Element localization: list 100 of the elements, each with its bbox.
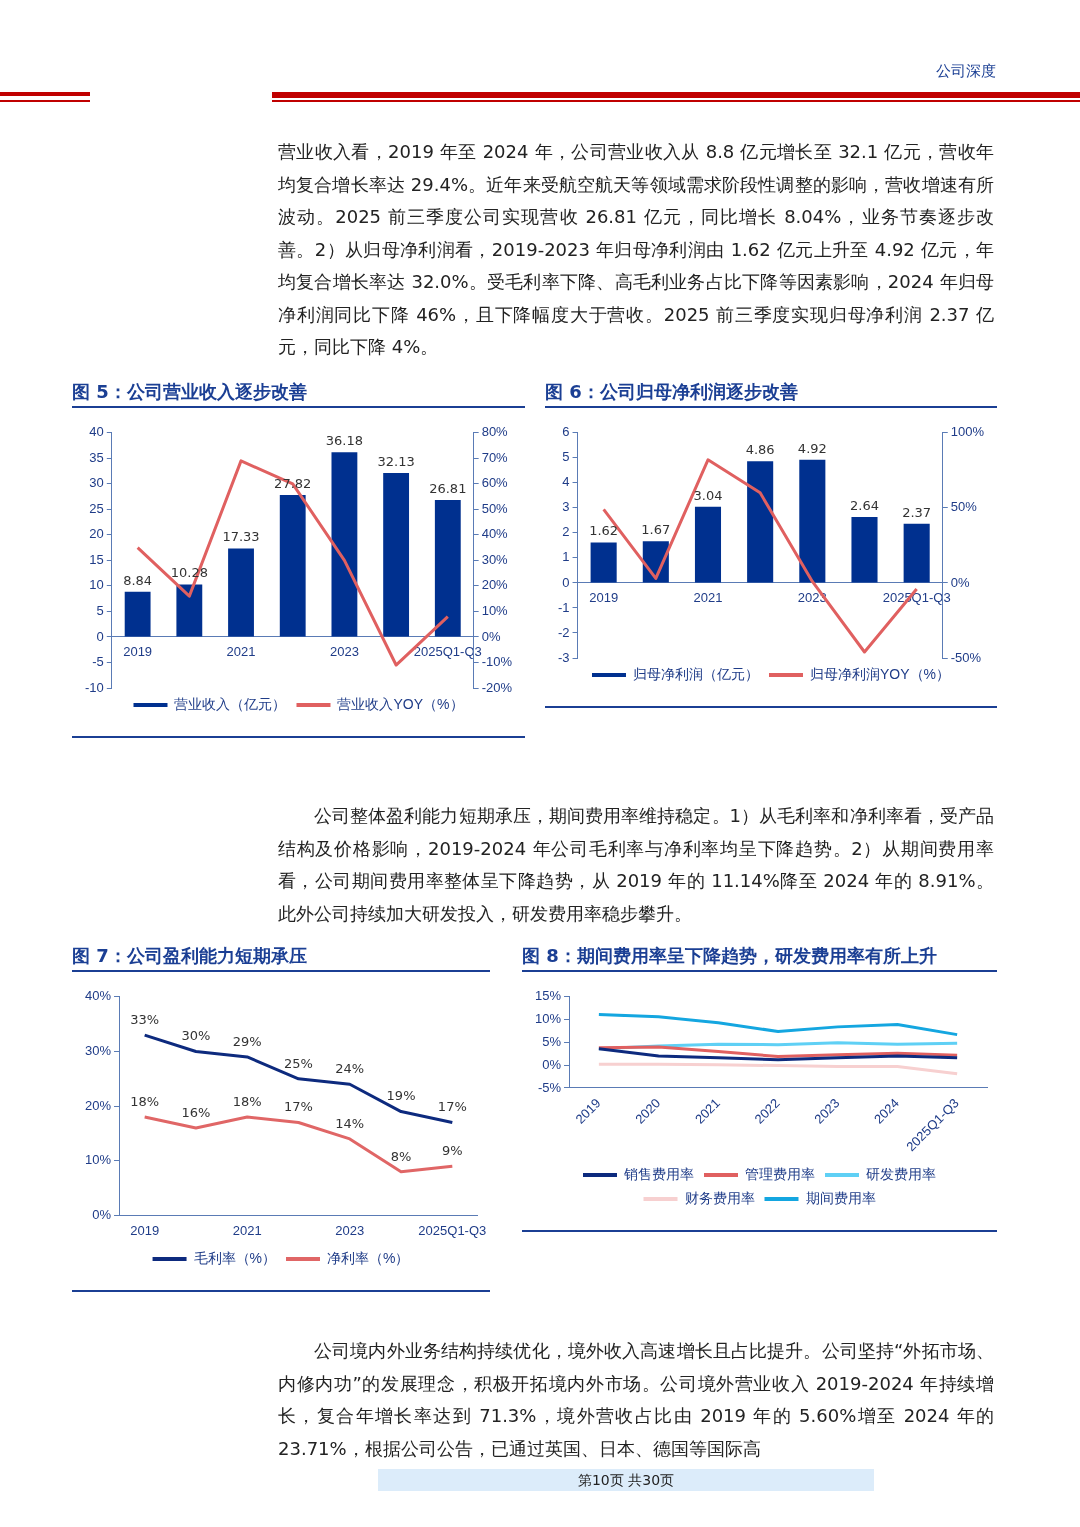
y-tick-label: 0 [96, 628, 104, 644]
y-tick-label: 40% [84, 988, 112, 1004]
y-tick-label: 40 [89, 424, 104, 440]
chart-title: 图 7：公司盈利能力短期承压 [72, 944, 490, 972]
y2-tick-label: -20% [481, 679, 513, 695]
legend-label: 毛利率（%） [193, 1249, 276, 1266]
y2-tick-label: 80% [481, 424, 509, 440]
data-label: 17% [284, 1099, 313, 1115]
y-tick-label: 2 [562, 524, 570, 540]
chart-title: 图 6：公司归母净利润逐步改善 [545, 380, 997, 408]
y-tick-label: 0 [562, 574, 570, 590]
y-tick-label: 30% [84, 1043, 112, 1059]
x-tick-label: 2019 [130, 1222, 160, 1238]
data-label: 4.86 [745, 442, 775, 458]
y2-tick-label: 10% [481, 603, 509, 619]
y2-tick-label: 70% [481, 449, 509, 465]
bar [434, 500, 461, 637]
data-label: 3.04 [693, 487, 723, 503]
y-tick-label: 10 [89, 577, 104, 593]
data-label: 2.64 [850, 497, 879, 513]
data-label: 25% [284, 1055, 313, 1071]
data-label: 24% [335, 1061, 365, 1077]
y-tick-label: 20% [84, 1097, 112, 1113]
legend-label: 财务费用率 [684, 1189, 755, 1206]
y-tick-label: 1 [562, 549, 570, 565]
x-tick-label: 2021 [693, 590, 723, 606]
data-label: 8.84 [123, 572, 153, 588]
legend-label: 销售费用率 [623, 1165, 694, 1182]
y-tick-label: -3 [558, 649, 570, 665]
data-label: 36.18 [325, 433, 364, 449]
text: 营业收入看，2019 年至 2024 年，公司营业收入从 8.8 亿元增长至 32.1 亿元，营收年均复合增长率达 29.4%。近年来受航空航天等领域需求阶段性调整的影响，营收增速有所波动。2025 前三季度公司实现营收 26.81 亿元，同比增长 8.04%，业务节奏逐步改善。2）从归母净利润看，2019-2023 年归母净利润由 1.62 亿元上升至 4.92 亿元，年均复合增长率达 32.0%。受毛利率下降、高毛利业务占比下降等因素影响，2024 年归母净利润同比下降 46%，且下降幅度大于营收。2025 前三季度实现归母净利润 2.37 亿元，同比下降 4%。 [278, 140, 994, 359]
y2-tick-label: -50% [950, 649, 982, 665]
y-tick-label: 3 [562, 499, 570, 515]
legend-label: 归母净利润YOY（%） [809, 665, 951, 682]
y-tick-label: 20 [89, 526, 104, 542]
data-label: 17% [437, 1099, 467, 1115]
y-tick-label: 5 [96, 603, 104, 619]
data-label: 30% [181, 1028, 211, 1044]
data-label: 19% [386, 1088, 416, 1104]
y2-tick-label: 30% [481, 551, 509, 567]
data-label: 29% [232, 1033, 262, 1049]
data-label: 26.81 [429, 481, 467, 496]
bar [747, 461, 774, 583]
y-tick-label: 0% [542, 1056, 562, 1072]
y-tick-label: -1 [558, 599, 570, 615]
y-tick-label: 15% [534, 988, 562, 1004]
data-label: 2.37 [902, 504, 932, 520]
bar [383, 472, 410, 637]
bar [124, 591, 151, 637]
bar [590, 542, 617, 583]
bar [331, 452, 358, 637]
data-label: 18% [232, 1093, 262, 1109]
text: 公司深度 [936, 62, 997, 81]
y-tick-label: 10% [84, 1152, 112, 1168]
y-tick-label: 25 [89, 500, 104, 516]
y-tick-label: -5% [537, 1079, 562, 1095]
data-label: 1.62 [589, 523, 619, 539]
chart-title: 图 5：公司营业收入逐步改善 [72, 380, 525, 408]
data-label: 16% [181, 1104, 211, 1120]
x-tick-label: 2021 [232, 1222, 262, 1238]
y-tick-label: 4 [562, 474, 570, 490]
data-label: 8% [390, 1148, 412, 1164]
x-tick-label: 2021 [226, 644, 256, 660]
bar [279, 494, 306, 637]
chart-title: 图 8：期间费用率呈下降趋势，研发费用率有所上升 [522, 944, 997, 972]
text: 第10页 共30页 [378, 1469, 874, 1491]
legend-label: 归母净利润（亿元） [632, 665, 759, 682]
y-tick-label: 35 [89, 449, 104, 465]
y2-tick-label: 60% [481, 475, 509, 491]
legend-label: 营业收入（亿元） [174, 695, 287, 712]
data-label: 14% [335, 1115, 365, 1131]
bar [851, 516, 878, 583]
bar [903, 523, 930, 583]
y-tick-label: 30 [89, 475, 104, 491]
legend-label: 研发费用率 [866, 1165, 936, 1182]
y-tick-label: 5 [562, 449, 570, 465]
data-label: 17.33 [222, 529, 260, 545]
y-tick-label: -5 [92, 654, 104, 670]
bar [176, 584, 203, 637]
x-tick-label: 2025Q1-Q3 [418, 1222, 487, 1238]
y2-tick-label: 50% [950, 499, 978, 515]
x-tick-label: 2023 [329, 644, 359, 660]
y-tick-label: 15 [89, 551, 104, 567]
data-label: 1.67 [641, 522, 671, 538]
bar [694, 506, 722, 583]
y2-tick-label: 0% [481, 628, 501, 644]
y-tick-label: -10 [84, 679, 104, 695]
y2-tick-label: -10% [481, 654, 513, 670]
bar [228, 548, 254, 637]
y-tick-label: 0% [92, 1206, 112, 1222]
y2-tick-label: 50% [481, 500, 509, 516]
y-tick-label: -2 [558, 624, 570, 640]
bar [799, 459, 826, 583]
y-tick-label: 10% [534, 1011, 562, 1027]
text: 公司整体盈利能力短期承压，期间费用率维持稳定。1）从毛利率和净利率看，受产品结构及价格影响，2019-2024 年公司毛利率与净利率均呈下降趋势。2）从期间费用率看，公司期间费用率整体呈下降趋势，从 2019 年的 11.14%降至 2024 年的 8.91%。此外公司持续加大研发投入，研发费用率稳步攀升。 [278, 804, 994, 926]
legend-label: 管理费用率 [745, 1165, 815, 1182]
legend-label: 营业收入YOY（%） [337, 695, 464, 712]
y2-tick-label: 100% [950, 424, 985, 440]
text: 公司境内外业务结构持续优化，境外收入高速增长且占比提升。公司坚持“外拓市场、内修内功”的发展理念，积极开拓境内外市场。公司境外营业收入 2019-2024 年持续增长，复合年增长率达到 71.3%，境外营收占比由 2019 年的 5.60%增至 2024 年的 23.71%，根据公司公告，已通过英国、日本、德国等国际高 [278, 1339, 994, 1461]
x-tick-label: 2019 [589, 590, 619, 606]
